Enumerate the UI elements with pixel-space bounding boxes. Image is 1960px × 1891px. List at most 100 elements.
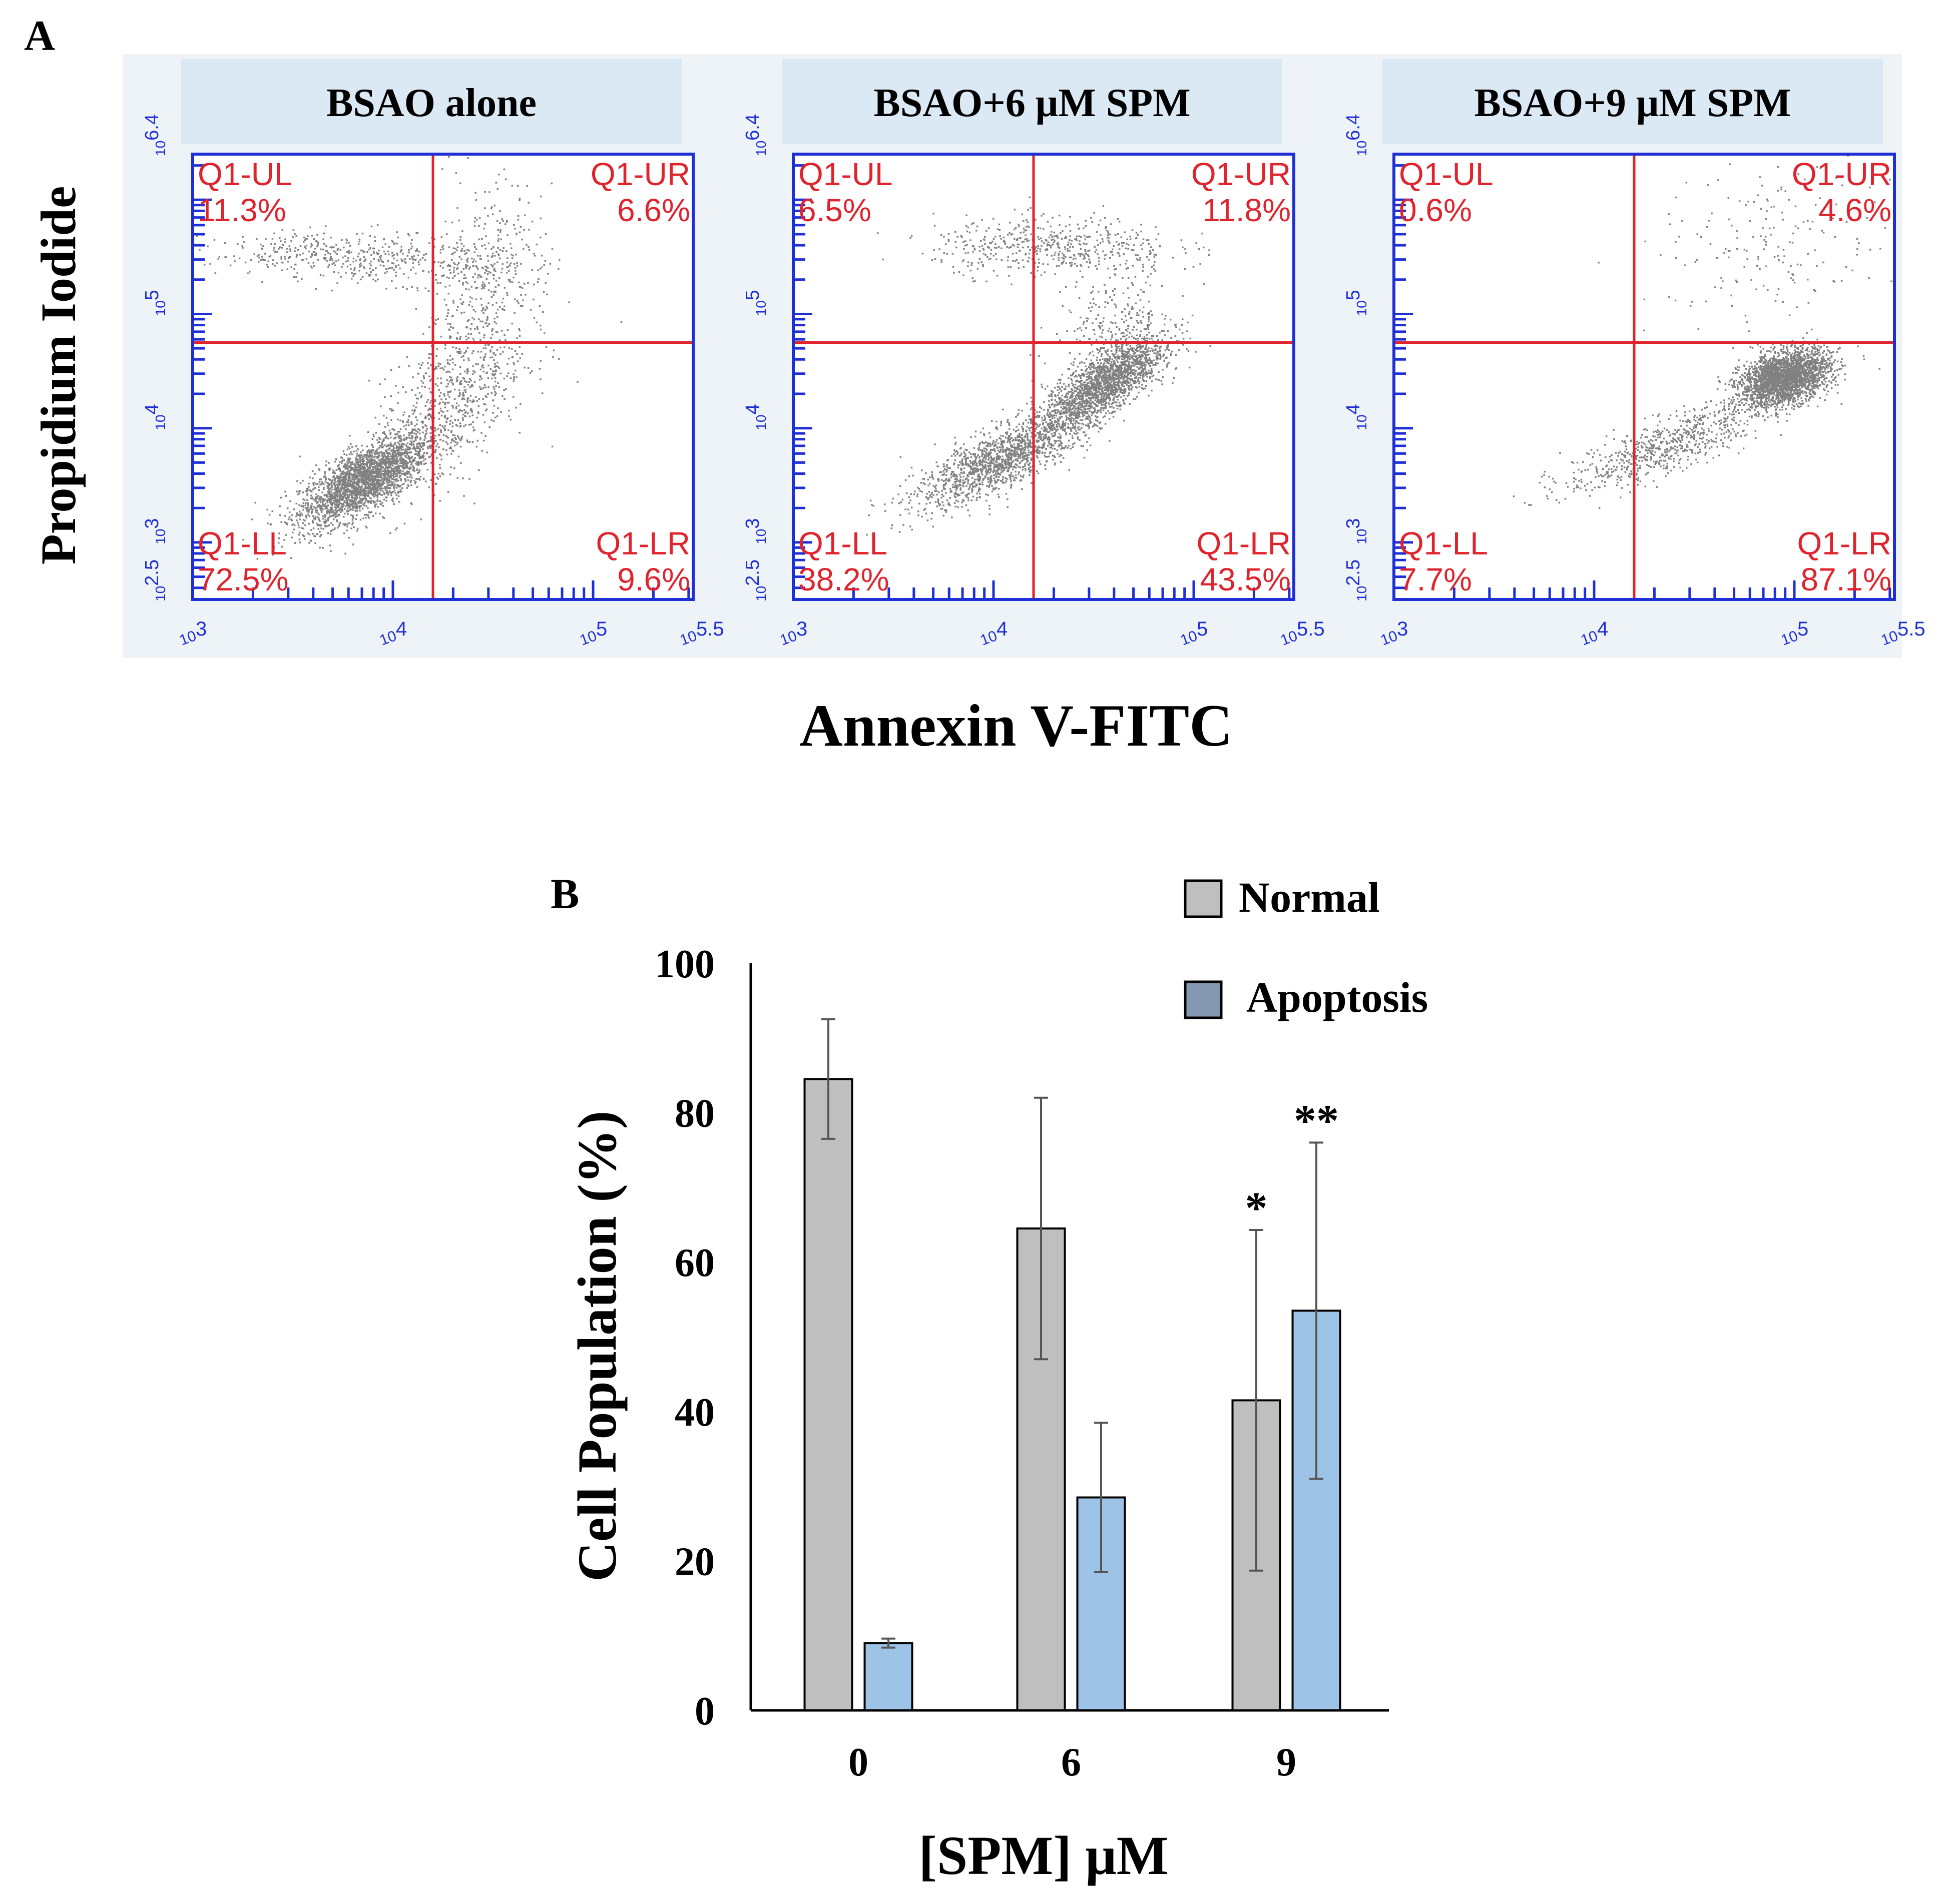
quadrant-name-ul: Q1-UL <box>1399 156 1494 192</box>
flow-plot-title: BSAO+6 μM SPM <box>873 81 1190 125</box>
y-tick-label: 106.4 <box>742 114 769 156</box>
flow-plot-header <box>181 59 682 144</box>
x-tick-label-exponent: 5.5 <box>696 618 724 640</box>
y-tick-label: 106.4 <box>142 114 168 156</box>
quadrant-name-ul: Q1-UL <box>798 156 893 192</box>
y-tick-label-base: 10 <box>753 141 769 156</box>
x-tick-label-exponent: 5.5 <box>1297 618 1325 640</box>
y-tick-label: 102.5 <box>142 559 168 601</box>
flow-plot-title: BSAO+9 μM SPM <box>1474 81 1791 125</box>
quadrant-name-ll: Q1-LL <box>798 525 887 561</box>
significance-marker: ** <box>1294 1096 1339 1145</box>
bar-y-tick-label: 20 <box>675 1540 715 1584</box>
y-tick-label-base: 10 <box>1354 300 1369 316</box>
y-tick-label-exponent: 5 <box>1343 290 1364 300</box>
y-tick-label-base: 10 <box>153 415 168 430</box>
y-tick-label-base: 10 <box>1354 529 1369 544</box>
quadrant-name-lr: Q1-LR <box>596 525 691 561</box>
y-tick-label-base: 10 <box>1354 415 1369 430</box>
y-tick-label-exponent: 6.4 <box>742 114 763 141</box>
y-tick-label-exponent: 2.5 <box>742 559 763 586</box>
y-tick-label-base: 10 <box>153 141 168 156</box>
quadrant-name-ll: Q1-LL <box>198 525 287 561</box>
legend-label-apoptosis: Apoptosis <box>1246 973 1428 1021</box>
y-tick-label: 104 <box>1343 404 1369 430</box>
panel-b-label: B <box>551 870 579 918</box>
quadrant-name-ur: Q1-UR <box>1191 156 1291 192</box>
y-tick-label-base: 10 <box>753 586 769 601</box>
y-tick-label: 105 <box>1343 290 1369 316</box>
flow-x-axis-label: Annexin V-FITC <box>799 692 1233 759</box>
bar-apoptosis-0 <box>863 1642 913 1711</box>
x-tick-label-exponent: 5 <box>1197 618 1208 640</box>
bar-x-tick-label: 9 <box>1276 1740 1296 1784</box>
bar-x-tick-label: 6 <box>1061 1740 1081 1784</box>
quadrant-name-ul: Q1-UL <box>198 156 292 192</box>
quadrant-percent-lr: 9.6% <box>617 561 690 597</box>
quadrant-percent-ll: 7.7% <box>1399 561 1472 597</box>
quadrant-percent-ur: 6.6% <box>617 192 690 228</box>
quadrant-name-ll: Q1-LL <box>1399 525 1488 561</box>
y-tick-label-exponent: 4 <box>742 404 763 414</box>
y-tick-label-exponent: 6.4 <box>1343 114 1364 141</box>
y-tick-label-base: 10 <box>153 300 168 316</box>
y-tick-label: 103 <box>1343 518 1369 544</box>
flow-events <box>1513 155 1892 509</box>
y-tick-label-base: 10 <box>753 529 769 544</box>
quadrant-percent-lr: 43.5% <box>1200 561 1291 597</box>
y-tick-label: 104 <box>742 404 769 430</box>
quadrant-percent-ur: 4.6% <box>1818 192 1891 228</box>
quadrant-name-lr: Q1-LR <box>1797 525 1892 561</box>
y-tick-label-exponent: 2.5 <box>1343 559 1364 586</box>
panel-a-label: A <box>24 12 55 60</box>
quadrant-name-ur: Q1-UR <box>1792 156 1891 192</box>
y-tick-label: 106.4 <box>1343 114 1369 156</box>
bar-y-tick-label: 0 <box>695 1689 715 1733</box>
flow-plot-frame <box>191 153 695 601</box>
y-tick-label-base: 10 <box>1354 586 1369 601</box>
y-tick-label: 103 <box>742 518 769 544</box>
bar-normal-0 <box>803 1078 853 1711</box>
flow-plot-area <box>193 154 693 599</box>
x-tick-label-exponent: 4 <box>396 618 407 640</box>
flow-events <box>866 196 1211 536</box>
y-tick-label-exponent: 2.5 <box>142 559 163 586</box>
flow-plot-frame <box>1392 153 1896 601</box>
bar-y-axis-label: Cell Population (%) <box>567 1110 628 1581</box>
flow-plot-header <box>1382 59 1883 144</box>
quadrant-name-lr: Q1-LR <box>1197 525 1291 561</box>
flow-plot-dots <box>1513 155 1892 509</box>
bar-y-tick-label: 40 <box>675 1391 715 1435</box>
quadrant-percent-ul: 11.3% <box>198 192 286 228</box>
y-tick-label-exponent: 3 <box>1343 518 1364 529</box>
x-tick-label-exponent: 5 <box>596 618 607 640</box>
quadrant-percent-ul: 6.5% <box>798 192 871 228</box>
x-tick-label-exponent: 4 <box>997 618 1008 640</box>
quadrant-percent-lr: 87.1% <box>1801 561 1891 597</box>
quadrant-percent-ul: 0.6% <box>1399 192 1472 228</box>
bar-y-tick-label: 80 <box>675 1092 715 1136</box>
significance-marker: * <box>1245 1183 1268 1233</box>
flow-plot-header <box>782 59 1282 144</box>
x-tick-label-exponent: 5.5 <box>1897 618 1925 640</box>
legend-label-normal: Normal <box>1239 873 1380 921</box>
quadrant-percent-ur: 11.8% <box>1202 192 1291 228</box>
bar-x-axis-label: [SPM] μM <box>918 1825 1168 1886</box>
y-tick-label-base: 10 <box>753 415 769 430</box>
y-tick-label-exponent: 4 <box>142 404 163 414</box>
y-tick-label: 105 <box>742 290 769 316</box>
y-tick-label: 102.5 <box>1343 559 1369 601</box>
y-tick-label-exponent: 5 <box>742 290 763 300</box>
legend-swatch-apoptosis <box>1184 980 1223 1019</box>
y-tick-label-exponent: 3 <box>142 518 163 529</box>
flow-plot-dots <box>866 196 1211 536</box>
quadrant-percent-ll: 72.5% <box>198 561 288 597</box>
quadrant-name-ur: Q1-UR <box>591 156 690 192</box>
y-tick-label: 104 <box>142 404 168 430</box>
